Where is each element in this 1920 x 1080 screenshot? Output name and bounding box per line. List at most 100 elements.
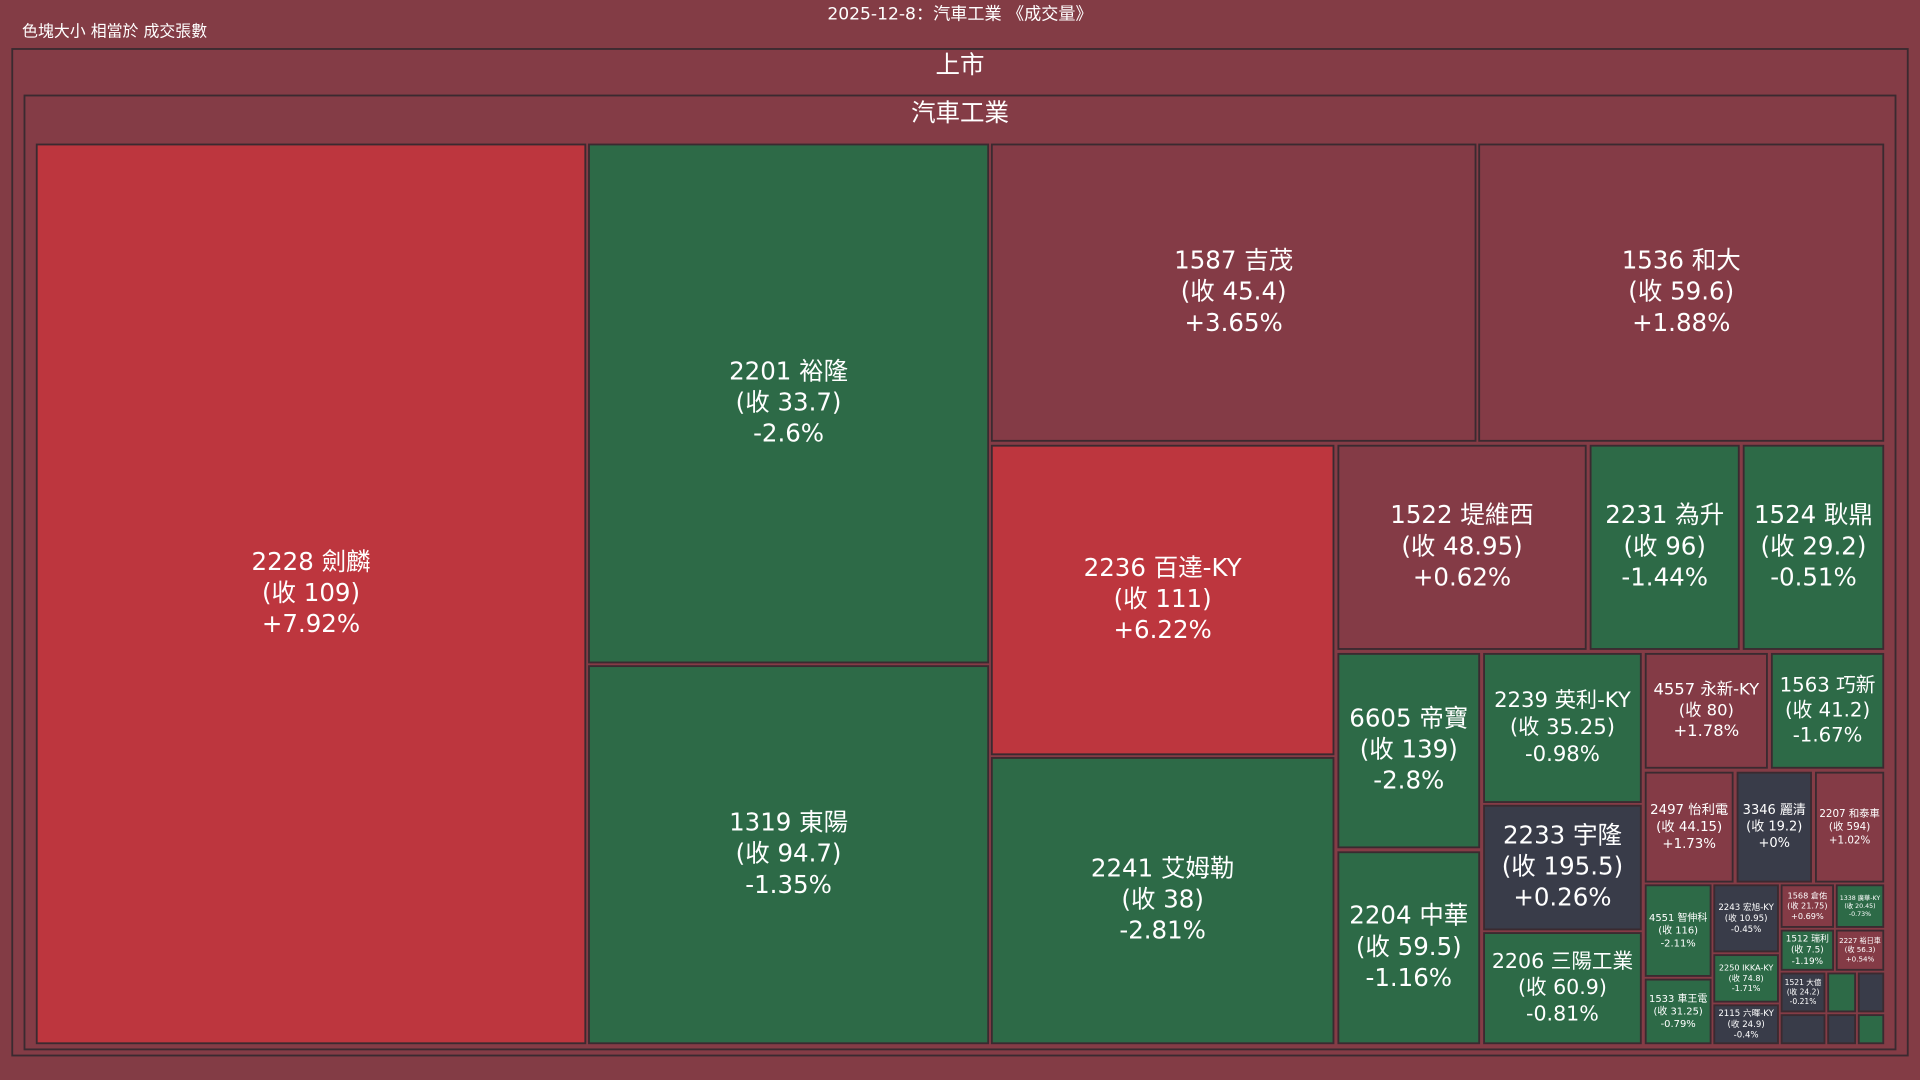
tile <box>1713 884 1779 953</box>
tile-close: (收 74.8) <box>1729 973 1764 983</box>
tile-change: -2.81% <box>1119 916 1206 945</box>
tile <box>1644 884 1712 977</box>
tile-change: -0.21% <box>1790 997 1817 1006</box>
tile-change: +0.26% <box>1513 883 1611 912</box>
tile-change: +0.54% <box>1846 954 1875 963</box>
tile-close: (收 60.9) <box>1518 975 1607 999</box>
tile-close: (收 7.5) <box>1791 944 1824 956</box>
tile-change: +3.65% <box>1185 308 1283 337</box>
tile <box>1780 929 1834 971</box>
tile-name: 1536 和大 <box>1622 246 1741 275</box>
tile-name: 4557 永新-KY <box>1653 679 1760 698</box>
tile-name: 2201 裕隆 <box>729 356 848 385</box>
sector-label: 汽車工業 <box>911 98 1009 127</box>
tile-name: 2497 怡利電 <box>1650 802 1728 818</box>
tile <box>1742 444 1885 650</box>
tile <box>1770 652 1885 769</box>
tile <box>1337 652 1481 849</box>
small-tile <box>1827 1014 1857 1045</box>
tile-change: -1.19% <box>1792 957 1823 967</box>
tile-change: -2.6% <box>753 419 824 448</box>
tile-change: -0.4% <box>1734 1031 1759 1041</box>
tile-name: 1521 大億 <box>1785 977 1822 987</box>
tile-change: +1.73% <box>1662 837 1716 852</box>
tile-close: (收 10.95) <box>1725 912 1768 924</box>
tile-change: +0.62% <box>1413 562 1511 591</box>
tile-name: 2228 劍麟 <box>252 547 371 576</box>
tile-close: (收 116) <box>1658 924 1698 937</box>
tile <box>1483 804 1642 931</box>
tile-change: -0.51% <box>1770 562 1857 591</box>
tile-change: -0.73% <box>1849 911 1871 918</box>
tile-name: 2115 六暉-KY <box>1718 1007 1774 1019</box>
tile-close: (收 111) <box>1114 584 1212 613</box>
tile <box>1644 978 1712 1045</box>
tile-name: 4551 智伸科 <box>1649 911 1707 924</box>
tile-close: (收 48.95) <box>1401 531 1522 560</box>
tile-name: 2206 三陽工業 <box>1492 949 1633 973</box>
tile <box>35 143 587 1045</box>
tile <box>1780 884 1834 928</box>
tile <box>1644 771 1734 883</box>
tile-close: (收 41.2) <box>1785 698 1870 721</box>
tile-close: (收 80) <box>1679 700 1734 719</box>
tile-change: +7.92% <box>262 609 360 638</box>
tile-name: 1568 倉佑 <box>1788 890 1828 900</box>
tile <box>990 444 1335 756</box>
tile-name: 2227 裕日車 <box>1839 936 1881 945</box>
tiles: 2228 劍麟(收 109)+7.92% 2201 裕隆(收 33.7) -2.6%… <box>35 143 1885 1045</box>
tile-change: +1.02% <box>1829 834 1871 846</box>
tile-name: 2241 艾姆勒 <box>1091 854 1234 883</box>
tile-name: 2207 和泰車 <box>1819 807 1879 820</box>
tile-name: 2204 中華 <box>1349 901 1468 930</box>
tile-name: 1512 瑞利 <box>1786 932 1829 944</box>
tile-close: (收 594) <box>1829 820 1870 833</box>
tile <box>1483 932 1642 1045</box>
tile-name: 1338 廣華-KY <box>1840 893 1881 902</box>
tile <box>1835 884 1885 928</box>
tile <box>1589 444 1740 650</box>
tile <box>1736 771 1812 883</box>
tile <box>1815 771 1885 883</box>
tile-change: -0.81% <box>1526 1001 1599 1025</box>
small-tile <box>1780 1014 1826 1045</box>
tile-close: (收 139) <box>1360 735 1458 764</box>
tile-name: 3346 麗清 <box>1743 803 1806 818</box>
tile <box>1478 143 1885 442</box>
tile-change: -1.16% <box>1365 963 1452 992</box>
tile-change: +1.88% <box>1632 308 1730 337</box>
tile-change: -1.71% <box>1732 983 1761 993</box>
tile-name: 2250 IKKA-KY <box>1719 963 1774 973</box>
tile-close: (收 44.15) <box>1656 819 1722 835</box>
tile-name: 2231 為升 <box>1605 500 1724 529</box>
tile-change: -1.35% <box>745 870 832 899</box>
tile <box>1483 652 1642 803</box>
tile-change: -2.11% <box>1661 938 1696 949</box>
tile-change: +0.69% <box>1791 911 1824 921</box>
tile-change: -0.45% <box>1731 925 1761 935</box>
tile-change: +0% <box>1759 836 1791 851</box>
tile-close: (收 24.9) <box>1728 1018 1765 1030</box>
tile-close: (收 20.45) <box>1844 901 1875 910</box>
small-tile <box>1857 1014 1885 1045</box>
tile <box>1780 972 1826 1013</box>
tile-name: 1524 耿鼎 <box>1754 500 1873 529</box>
tile-change: -1.67% <box>1793 723 1863 746</box>
tile-name: 1319 東陽 <box>729 808 848 837</box>
tile <box>1713 954 1779 1003</box>
tile-name: 2233 宇隆 <box>1503 820 1622 849</box>
tile-change: -0.79% <box>1661 1019 1696 1030</box>
tile-name: 2236 百達-KY <box>1084 553 1242 582</box>
tile-change: +1.78% <box>1673 721 1739 740</box>
tile-close: (收 35.25) <box>1510 714 1615 739</box>
tile-close: (收 24.2) <box>1787 986 1820 996</box>
tile-close: (收 19.2) <box>1746 820 1802 835</box>
tile-close: (收 195.5) <box>1502 852 1623 881</box>
tile <box>1713 1004 1779 1045</box>
market-label: 上市 <box>936 50 985 79</box>
tile-close: (收 38) <box>1121 885 1203 914</box>
size-note: 色塊大小 相當於 成交張數 <box>22 21 207 40</box>
tile <box>990 757 1335 1045</box>
tile-change: -0.98% <box>1525 741 1600 766</box>
